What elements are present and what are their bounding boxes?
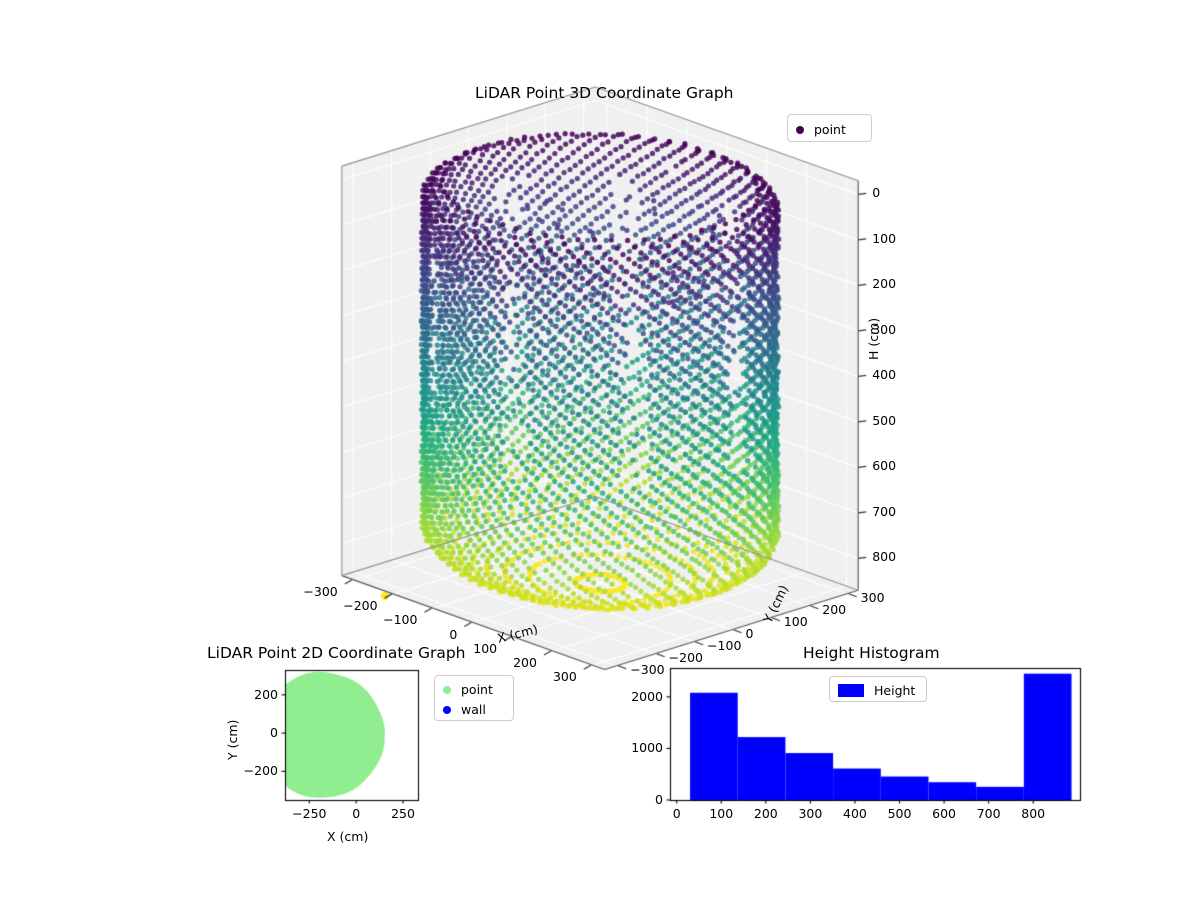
tick-2d-x-0: −250 xyxy=(292,806,327,821)
tick-2d-y-1: 0 xyxy=(270,725,278,741)
height-swatch-icon xyxy=(838,684,864,697)
tick-3d-y-4: 100 xyxy=(783,613,808,629)
wall-marker-icon xyxy=(443,705,451,714)
histogram-legend: Height xyxy=(829,676,927,702)
tick-3d-y-2: −100 xyxy=(707,637,742,653)
legend-entry-point-2d[interactable]: point xyxy=(443,682,493,697)
tick-3d-x-0: −300 xyxy=(303,583,338,599)
tick-3d-z-5: 500 xyxy=(872,412,897,428)
tick-hist-x-0: 0 xyxy=(672,806,681,821)
point-marker-icon xyxy=(796,125,804,134)
tick-3d-y-5: 200 xyxy=(822,601,847,617)
tick-3d-x-6: 300 xyxy=(552,669,577,685)
tick-3d-x-5: 200 xyxy=(513,654,537,670)
tick-2d-y-0: −200 xyxy=(243,763,278,779)
tick-hist-x-2: 200 xyxy=(753,806,778,821)
legend-label-height: Height xyxy=(874,683,916,698)
legend-entry-height[interactable]: Height xyxy=(838,683,915,698)
legend-label-wall-2d: wall xyxy=(461,702,486,717)
scatter2d-legend: point wall xyxy=(434,675,514,721)
tick-3d-z-8: 800 xyxy=(872,549,897,565)
tick-3d-x-4: 100 xyxy=(473,640,498,656)
tick-3d-z-1: 100 xyxy=(872,230,897,246)
tick-3d-x-2: −100 xyxy=(383,612,418,628)
yaxis-label-text: Y (cm) xyxy=(225,719,240,760)
legend-entry-wall-2d[interactable]: wall xyxy=(443,702,486,717)
scatter2d-title: LiDAR Point 2D Coordinate Graph xyxy=(207,644,466,662)
tick-3d-z-7: 700 xyxy=(872,503,897,519)
legend-entry-point-3d[interactable]: point xyxy=(796,122,846,137)
scatter3d-legend: point xyxy=(787,114,872,142)
tick-2d-y-2: 200 xyxy=(254,686,278,702)
tick-3d-y-1: −200 xyxy=(668,649,704,665)
tick-hist-x-3: 300 xyxy=(798,806,823,821)
tick-hist-y-2: 2000 xyxy=(631,688,663,704)
tick-3d-y-6: 300 xyxy=(860,589,885,605)
point-marker-icon xyxy=(443,685,451,694)
tick-hist-x-4: 400 xyxy=(843,806,867,821)
tick-2d-x-1: 0 xyxy=(352,806,361,821)
tick-hist-x-6: 600 xyxy=(932,806,956,821)
tick-hist-x-5: 500 xyxy=(887,806,912,821)
legend-label-point-2d: point xyxy=(461,682,493,697)
tick-hist-x-7: 700 xyxy=(976,806,1001,821)
histogram-title: Height Histogram xyxy=(803,644,940,662)
tick-3d-z-3: 300 xyxy=(872,321,897,337)
tick-hist-y-0: 0 xyxy=(655,792,663,807)
legend-label-point-3d: point xyxy=(814,122,846,137)
tick-hist-x-8: 800 xyxy=(1021,806,1046,821)
tick-3d-x-1: −200 xyxy=(343,598,378,614)
tick-hist-y-1: 1000 xyxy=(631,740,663,756)
tick-3d-z-2: 200 xyxy=(872,276,897,292)
scatter3d-title: LiDAR Point 3D Coordinate Graph xyxy=(475,84,734,102)
tick-3d-z-6: 600 xyxy=(872,458,897,474)
tick-3d-y-3: 0 xyxy=(745,625,754,641)
tick-3d-x-3: 0 xyxy=(449,626,458,642)
scatter2d-xaxis-label: X (cm) xyxy=(327,829,369,844)
tick-2d-x-2: 250 xyxy=(391,806,415,821)
tick-3d-z-0: 0 xyxy=(872,185,881,201)
tick-hist-x-1: 100 xyxy=(709,806,734,821)
tick-3d-y-0: −300 xyxy=(630,661,665,677)
tick-3d-z-4: 400 xyxy=(872,367,897,383)
